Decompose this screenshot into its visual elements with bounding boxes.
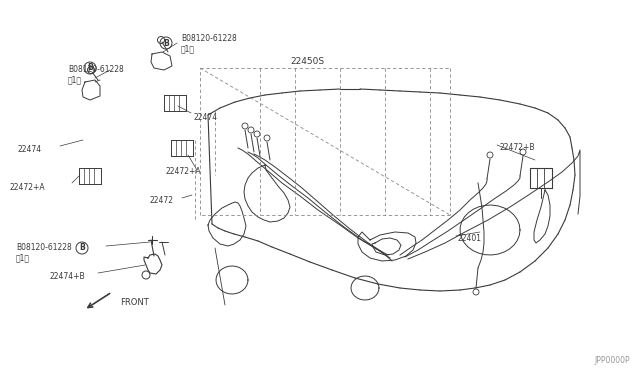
Text: 22474+B: 22474+B [50,272,86,281]
Text: B: B [163,38,169,48]
Text: 22401: 22401 [458,234,482,243]
Text: FRONT: FRONT [120,298,148,307]
Text: B08120-61228
（1）: B08120-61228 （1） [68,65,124,84]
Text: 22474: 22474 [193,113,217,122]
Text: 22472+B: 22472+B [499,143,534,152]
Text: 22450S: 22450S [290,57,324,66]
Text: 22474: 22474 [18,145,42,154]
Text: 22472+A: 22472+A [10,183,45,192]
Text: 22472+A: 22472+A [165,167,200,176]
Text: B08120-61228
（1）: B08120-61228 （1） [181,34,237,54]
Text: B: B [87,64,93,73]
Text: B: B [79,244,85,253]
Text: 22472: 22472 [149,196,173,205]
Text: B08120-61228
（1）: B08120-61228 （1） [16,243,72,262]
Text: JPP0000P: JPP0000P [595,356,630,365]
